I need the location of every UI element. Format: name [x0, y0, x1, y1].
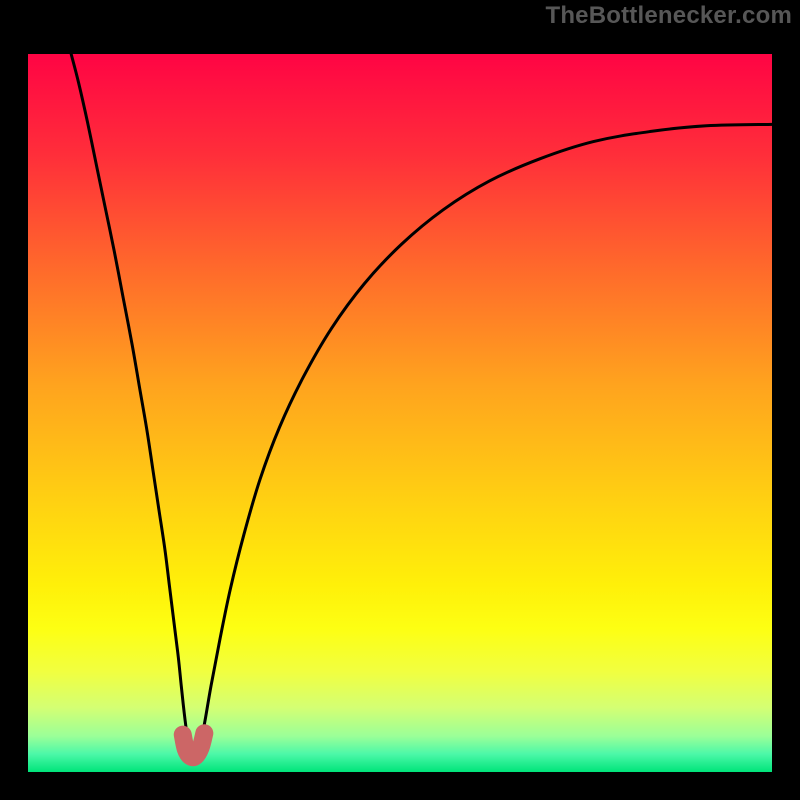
- chart-frame: TheBottlenecker.com: [0, 0, 800, 800]
- plot-background: [28, 54, 772, 772]
- watermark-label: TheBottlenecker.com: [545, 2, 792, 30]
- chart-canvas: [0, 0, 800, 800]
